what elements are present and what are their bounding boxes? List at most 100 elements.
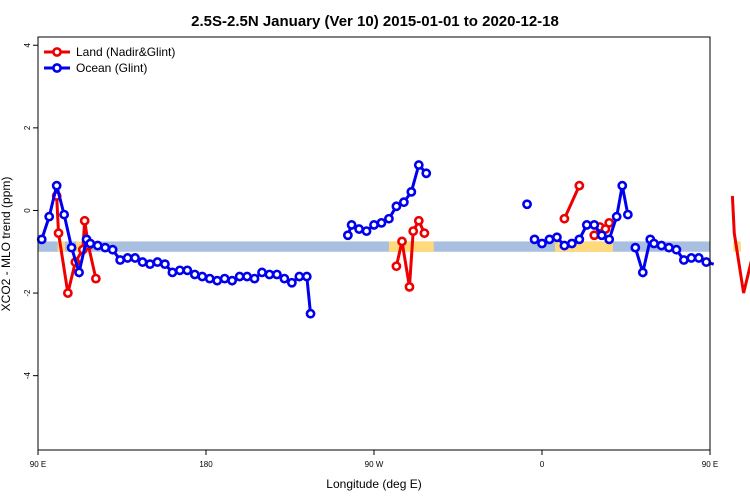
data-point xyxy=(44,211,55,222)
x-tick-label: 90 E xyxy=(702,460,718,469)
data-point xyxy=(145,259,155,270)
data-point xyxy=(85,238,96,249)
data-point xyxy=(537,238,547,249)
y-tick-label: 4 xyxy=(23,42,32,47)
data-point xyxy=(137,257,148,267)
x-axis-label: Longitude (deg E) xyxy=(326,477,421,491)
data-point xyxy=(421,168,432,179)
data-point xyxy=(197,271,208,282)
axes: 90 E 180 90 W 0 90 E -4 -2 0 2 4 xyxy=(23,42,718,469)
legend-marker xyxy=(52,47,62,57)
data-point xyxy=(234,271,245,282)
data-point xyxy=(649,238,659,249)
data-point xyxy=(272,269,282,280)
y-axis-label: XCO2 - MLO trend (ppm) xyxy=(0,177,13,312)
data-point xyxy=(189,269,200,280)
x-tick-label: 90 W xyxy=(365,460,384,469)
data-point xyxy=(559,213,570,224)
ocean-band xyxy=(38,241,710,252)
data-point xyxy=(92,240,103,251)
legend: Land (Nadir&Glint) Ocean (Glint) xyxy=(44,45,175,75)
series-line xyxy=(563,185,581,220)
y-tick-label: 2 xyxy=(23,125,32,130)
legend-label: Ocean (Glint) xyxy=(76,61,147,75)
data-point xyxy=(361,226,372,237)
data-point xyxy=(115,255,126,265)
legend-label: Land (Nadir&Glint) xyxy=(76,45,175,59)
data-point xyxy=(404,281,415,292)
series-ocean xyxy=(36,160,715,319)
data-point xyxy=(566,238,577,249)
x-tick-label: 90 E xyxy=(30,460,46,469)
land-ocean-mask xyxy=(38,241,741,252)
data-point xyxy=(581,220,592,230)
data-point xyxy=(376,217,387,228)
data-point xyxy=(227,275,238,286)
data-point xyxy=(413,215,424,226)
data-point xyxy=(574,180,585,191)
data-point xyxy=(611,211,622,222)
data-point xyxy=(301,271,312,282)
data-point xyxy=(90,273,101,284)
data-point xyxy=(286,277,297,288)
data-point xyxy=(152,257,163,267)
data-point xyxy=(279,273,290,284)
data-point xyxy=(107,244,118,255)
data-point xyxy=(413,160,424,170)
data-point xyxy=(130,253,140,263)
data-point xyxy=(242,271,252,282)
data-point xyxy=(62,288,73,298)
land-segment xyxy=(555,241,613,252)
data-point xyxy=(249,273,260,284)
data-point xyxy=(671,244,682,255)
data-point xyxy=(589,220,600,230)
data-point xyxy=(305,308,316,319)
data-point xyxy=(522,199,532,210)
data-point xyxy=(622,209,633,220)
data-point xyxy=(59,209,70,220)
data-point xyxy=(529,234,540,245)
data-point xyxy=(204,273,215,284)
data-point xyxy=(257,267,267,278)
legend-marker xyxy=(52,63,62,73)
data-point xyxy=(53,228,64,239)
chart-title: 2.5S-2.5N January (Ver 10) 2015-01-01 to… xyxy=(191,13,559,30)
series-line xyxy=(730,195,750,294)
x-tick-label: 180 xyxy=(199,460,213,469)
data-point xyxy=(617,180,628,191)
data-point xyxy=(182,265,193,276)
data-point xyxy=(174,265,185,276)
x-tick-label: 0 xyxy=(540,460,545,469)
data-point xyxy=(36,234,47,245)
data-point xyxy=(686,253,697,263)
data-point xyxy=(51,180,62,191)
data-point xyxy=(701,257,712,267)
data-point xyxy=(398,197,409,208)
data-point xyxy=(552,232,562,243)
data-point xyxy=(294,271,305,282)
data-point xyxy=(693,253,704,263)
data-point xyxy=(678,255,689,265)
data-point xyxy=(419,228,430,239)
data-point xyxy=(212,275,223,286)
data-point xyxy=(596,230,607,241)
series-layer xyxy=(36,160,750,319)
data-point xyxy=(391,201,402,212)
y-tick-label: -2 xyxy=(23,289,32,297)
data-point xyxy=(219,273,230,284)
y-tick-label: -4 xyxy=(23,372,32,380)
data-point xyxy=(342,230,353,241)
data-point xyxy=(559,240,570,251)
data-point xyxy=(160,259,170,270)
y-tick-label: 0 xyxy=(23,208,32,213)
data-point xyxy=(346,220,357,230)
data-point xyxy=(406,186,417,197)
data-point xyxy=(369,220,379,230)
data-point xyxy=(574,234,585,245)
data-point xyxy=(604,217,615,228)
data-point xyxy=(408,226,419,237)
data-point xyxy=(66,242,77,253)
data-point xyxy=(397,236,407,247)
data-point xyxy=(100,242,111,253)
